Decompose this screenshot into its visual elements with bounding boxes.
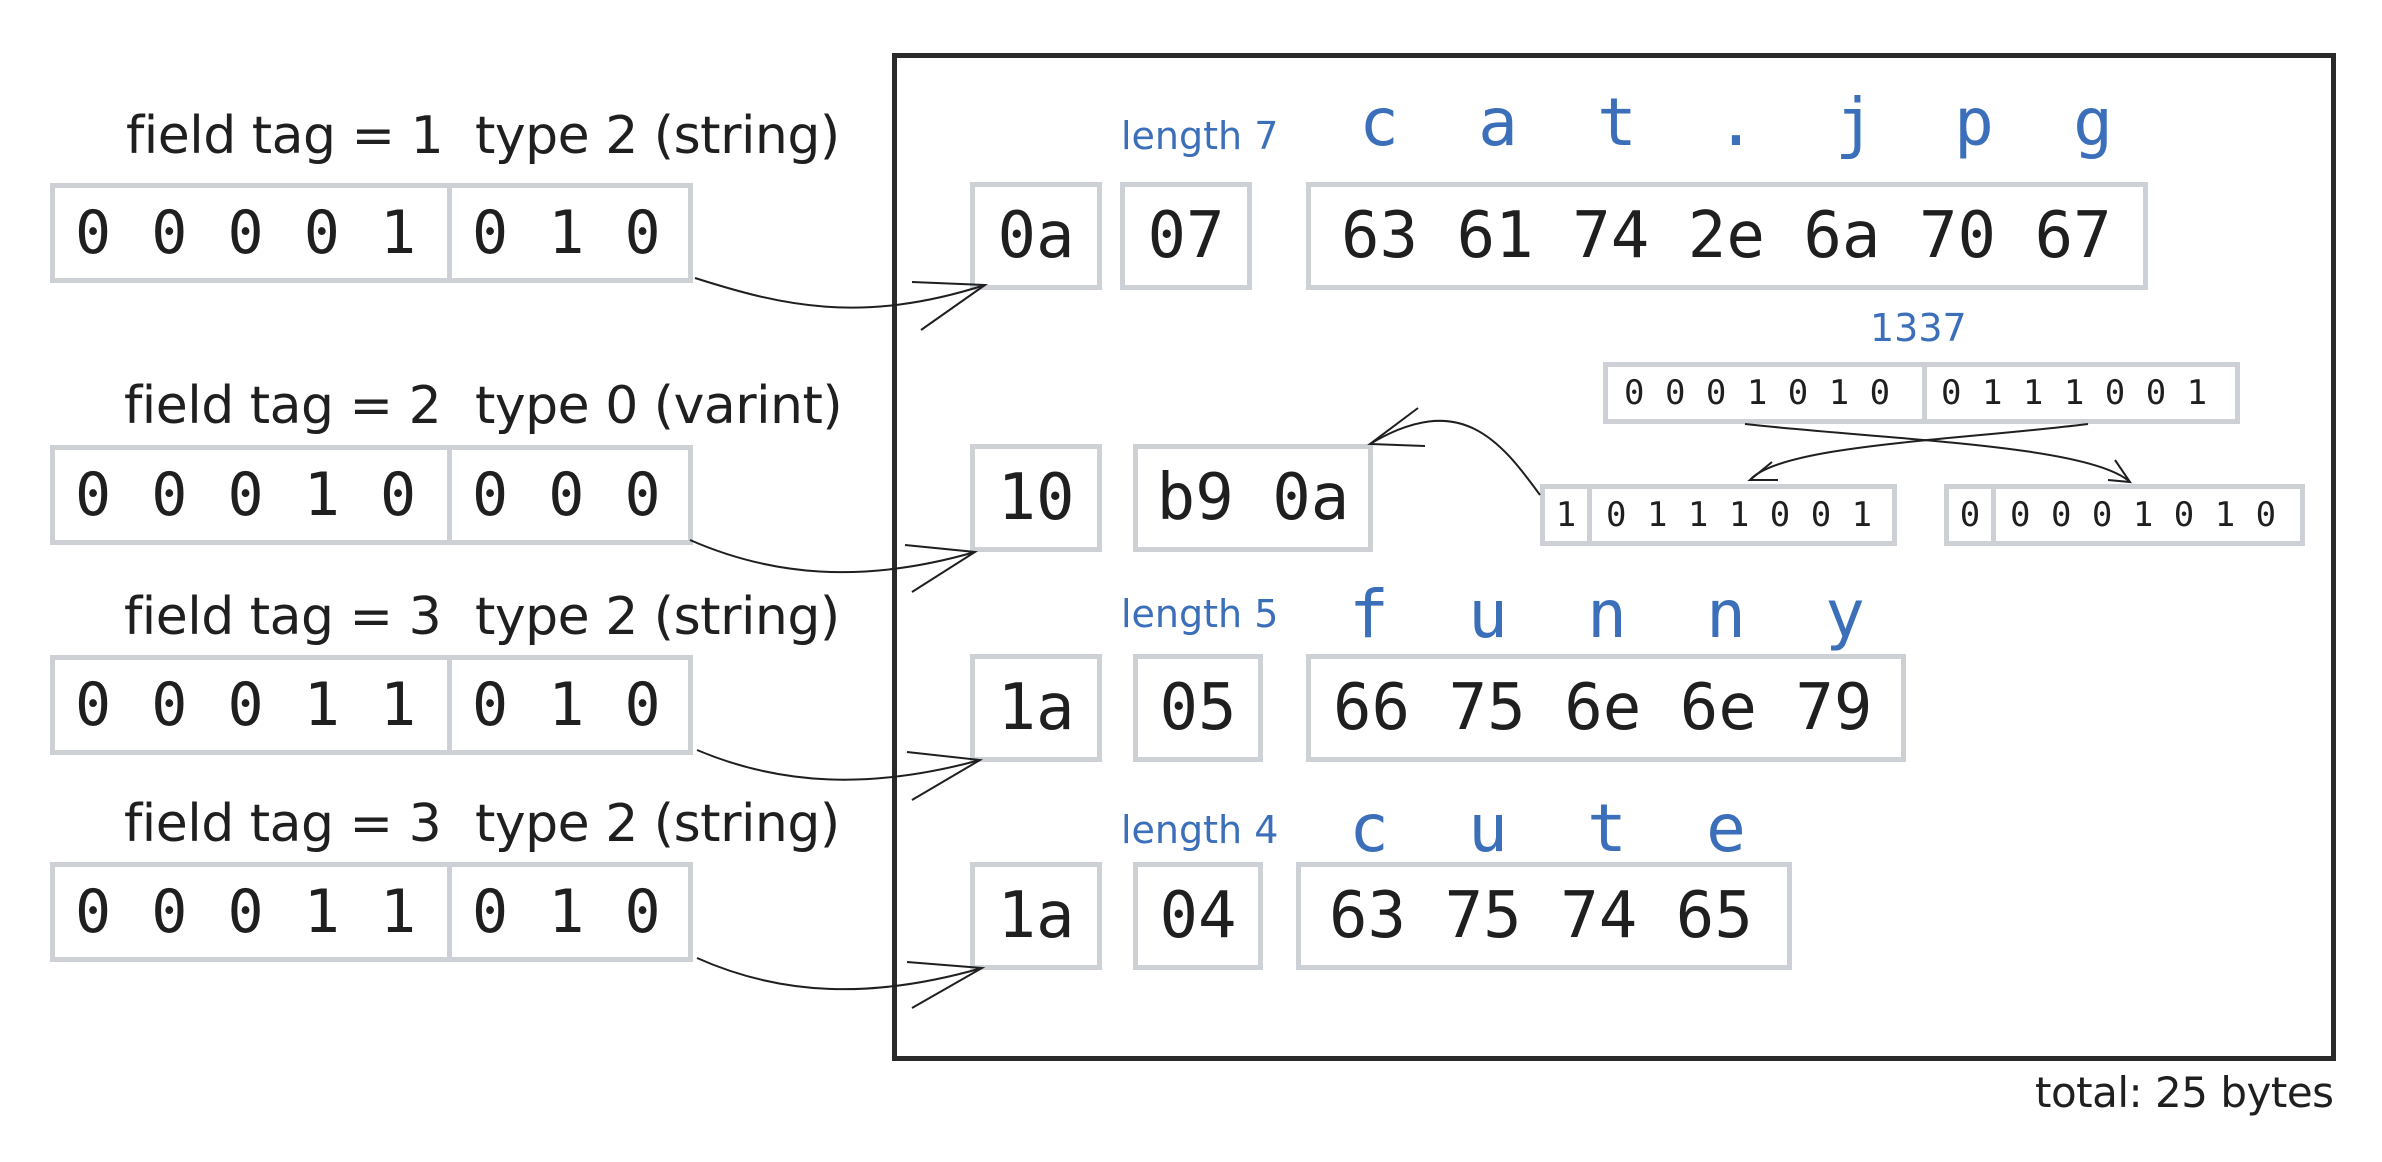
arrow-field-3 bbox=[696, 749, 981, 781]
row-4-char-4: e bbox=[1706, 790, 1746, 867]
row-1-char-5: j bbox=[1835, 84, 1875, 161]
field-1-type-label: type 2 (string) bbox=[475, 106, 840, 166]
varint-byte-1-bits-box: 0 1 1 1 0 0 1 bbox=[1587, 484, 1897, 546]
row-4-data-hex: 63 75 74 65 bbox=[1329, 879, 1753, 953]
varint-low-bits: 0 1 1 1 0 0 1 bbox=[1941, 373, 2208, 413]
arrow-field-1 bbox=[694, 277, 986, 309]
field-4-type-bits-box: 0 1 0 bbox=[447, 862, 693, 962]
field-3-tag-bits: 0 0 0 1 1 bbox=[75, 670, 419, 740]
field-2-type-label: type 0 (varint) bbox=[475, 376, 843, 436]
row-1-char-6: p bbox=[1954, 84, 1994, 161]
arrowhead-field-4 bbox=[906, 961, 986, 1009]
field-2-tag-bits-box: 0 0 0 1 0 bbox=[50, 445, 452, 545]
row-4-length-byte: 04 bbox=[1133, 862, 1263, 970]
field-3-tag-bits-box: 0 0 0 1 1 bbox=[50, 655, 452, 755]
row-3-data-bytes: 66 75 6e 6e 79 bbox=[1306, 654, 1906, 762]
arrowhead-varint-to-hex bbox=[1367, 407, 1426, 447]
field-2-type-bits: 0 0 0 bbox=[472, 460, 663, 530]
row-1-length-hex: 07 bbox=[1147, 199, 1225, 273]
arrowhead-low-bits-to-byte-1 bbox=[1747, 461, 1778, 481]
field-4-tag-bits: 0 0 0 1 1 bbox=[75, 877, 419, 947]
field-4-type-label: type 2 (string) bbox=[475, 794, 840, 854]
varint-value-label: 1337 bbox=[1870, 306, 1967, 350]
field-3-type-bits: 0 1 0 bbox=[472, 670, 663, 740]
row-4-data-bytes: 63 75 74 65 bbox=[1296, 862, 1792, 970]
varint-high-bits: 0 0 0 1 0 1 0 bbox=[1624, 373, 1891, 413]
arrow-varint-to-hex bbox=[1369, 419, 1541, 496]
row-1-char-7: g bbox=[2073, 84, 2113, 161]
row-3-char-3: n bbox=[1587, 576, 1627, 653]
row-3-tag-hex: 1a bbox=[997, 671, 1075, 745]
row-3-char-5: y bbox=[1825, 576, 1865, 653]
row-4-length-label: length 4 bbox=[1121, 808, 1279, 852]
row-4-char-1: c bbox=[1349, 790, 1389, 867]
field-1-type-bits-box: 0 1 0 bbox=[447, 183, 693, 283]
row-3-length-byte: 05 bbox=[1133, 654, 1263, 762]
field-2-type-bits-box: 0 0 0 bbox=[447, 445, 693, 545]
arrow-field-4 bbox=[696, 957, 983, 991]
row-1-data-bytes: 63 61 74 2e 6a 70 67 bbox=[1306, 182, 2148, 290]
varint-low-bits-box: 0 1 1 1 0 0 1 bbox=[1922, 362, 2240, 424]
row-4-char-3: t bbox=[1587, 790, 1627, 867]
row-3-tag-byte: 1a bbox=[970, 654, 1102, 762]
row-1-char-1: c bbox=[1359, 84, 1399, 161]
row-3-length-label: length 5 bbox=[1121, 592, 1279, 636]
field-3-tag-label: field tag = 3 bbox=[124, 587, 442, 647]
varint-byte-2-continuation-bit: 0 bbox=[1959, 495, 1981, 535]
row-3-char-1: f bbox=[1349, 576, 1389, 653]
field-2-tag-bits: 0 0 0 1 0 bbox=[75, 460, 419, 530]
varint-high-bits-box: 0 0 0 1 0 1 0 bbox=[1603, 362, 1927, 424]
varint-byte-2-bits: 0 0 0 1 0 1 0 bbox=[2010, 495, 2277, 535]
field-1-tag-label: field tag = 1 bbox=[126, 106, 444, 166]
field-3-type-label: type 2 (string) bbox=[475, 587, 840, 647]
row-4-length-hex: 04 bbox=[1159, 879, 1237, 953]
row-4-tag-byte: 1a bbox=[970, 862, 1102, 970]
row-2-varint-bytes: b9 0a bbox=[1133, 444, 1373, 552]
total-bytes-label: total: 25 bytes bbox=[2035, 1068, 2334, 1117]
row-3-char-2: u bbox=[1468, 576, 1508, 653]
varint-byte-2-bits-box: 0 0 0 1 0 1 0 bbox=[1991, 484, 2305, 546]
field-1-type-bits: 0 1 0 bbox=[472, 198, 663, 268]
row-1-char-4: . bbox=[1716, 84, 1756, 161]
row-1-length-byte: 07 bbox=[1120, 182, 1252, 290]
row-3-char-4: n bbox=[1706, 576, 1746, 653]
encoded-message-frame bbox=[892, 53, 2336, 1061]
field-1-tag-bits: 0 0 0 0 1 bbox=[75, 198, 419, 268]
arrowhead-field-2 bbox=[904, 544, 978, 593]
row-2-tag-byte: 10 bbox=[970, 444, 1102, 552]
row-2-tag-hex: 10 bbox=[997, 461, 1075, 535]
field-4-type-bits: 0 1 0 bbox=[472, 877, 663, 947]
field-3-type-bits-box: 0 1 0 bbox=[447, 655, 693, 755]
varint-byte-1-bits: 0 1 1 1 0 0 1 bbox=[1606, 495, 1873, 535]
arrow-field-2 bbox=[689, 539, 976, 574]
arrowhead-high-bits-to-byte-2 bbox=[2107, 459, 2133, 484]
arrowhead-field-3 bbox=[906, 751, 984, 801]
field-4-tag-label: field tag = 3 bbox=[124, 794, 442, 854]
row-1-length-label: length 7 bbox=[1121, 114, 1279, 158]
arrow-high-bits-to-byte-2 bbox=[1744, 423, 2131, 483]
arrow-low-bits-to-byte-1 bbox=[1749, 423, 2089, 481]
row-1-char-3: t bbox=[1597, 84, 1637, 161]
field-2-tag-label: field tag = 2 bbox=[124, 376, 442, 436]
row-1-char-2: a bbox=[1478, 84, 1518, 161]
row-3-data-hex: 66 75 6e 6e 79 bbox=[1333, 671, 1873, 745]
row-3-length-hex: 05 bbox=[1159, 671, 1237, 745]
row-1-tag-byte: 0a bbox=[970, 182, 1102, 290]
row-4-char-2: u bbox=[1468, 790, 1508, 867]
row-2-varint-hex: b9 0a bbox=[1156, 461, 1350, 535]
row-1-tag-hex: 0a bbox=[997, 199, 1075, 273]
row-1-data-hex: 63 61 74 2e 6a 70 67 bbox=[1341, 199, 2112, 273]
arrowhead-field-1 bbox=[911, 281, 988, 331]
row-4-tag-hex: 1a bbox=[997, 879, 1075, 953]
varint-byte-1-continuation-bit: 1 bbox=[1555, 495, 1577, 535]
